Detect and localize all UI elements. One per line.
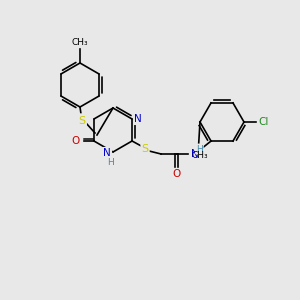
Text: S: S [78, 116, 85, 126]
Text: H: H [196, 145, 203, 154]
Text: H: H [108, 158, 114, 167]
Text: O: O [72, 136, 80, 146]
Text: CH₃: CH₃ [192, 151, 208, 160]
Text: N: N [191, 149, 199, 159]
Text: S: S [142, 144, 148, 154]
Text: N: N [103, 148, 111, 158]
Text: N: N [134, 114, 142, 124]
Text: S: S [78, 115, 86, 128]
Text: CH₃: CH₃ [72, 38, 88, 47]
Text: Cl: Cl [258, 117, 268, 127]
Text: O: O [172, 169, 181, 179]
